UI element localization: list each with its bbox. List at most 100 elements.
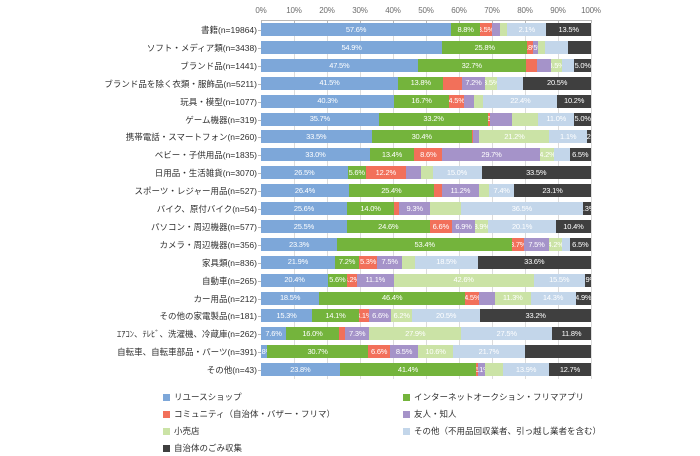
- bar-segment-value-label: 5.6%: [348, 167, 366, 177]
- x-axis-tick-labels: 0% 10% 20% 30% 40% 50% 60% 70% 80% 90% 100%: [255, 6, 601, 20]
- legend-item[interactable]: コミュニティ（自治体・バザー・フリマ）: [163, 407, 335, 421]
- category-label: ベビー・子供用品(n=1835): [154, 150, 257, 161]
- bar-segment-value-label: 33.0%: [305, 150, 326, 160]
- bar-segment: [484, 363, 504, 377]
- bar-segment: 6.2%: [391, 309, 412, 323]
- bar-segment: 3.5%: [480, 23, 492, 36]
- stacked-bar: 40.3% 16.7% 4.5% 22.4% 10.2%: [261, 94, 591, 108]
- bar-segment-value-label: 3.7%: [512, 239, 524, 249]
- legend-label: コミュニティ（自治体・バザー・フリマ）: [174, 408, 335, 419]
- bar-segment-value-label: 23.1%: [542, 185, 563, 195]
- bar-segment-value-label: 11.3%: [502, 293, 523, 303]
- x-axis-tick-mark: [261, 20, 262, 23]
- bar-segment: [537, 58, 552, 72]
- bar-segment: 10.6%: [418, 345, 454, 359]
- chart-row: 家具類(n=836) 21.9% 7.2% 5.3% 7.5% 18.5% 33.6%: [0, 254, 700, 273]
- bar-segment: 5.3%: [359, 255, 378, 269]
- chart-legend: リユースショップ インターネットオークション・フリマアプリコミュニティ（自治体・バ…: [163, 390, 683, 452]
- bar-segment-value-label: 57.6%: [345, 24, 367, 34]
- bar-segment: 7.2%: [334, 255, 360, 269]
- bar-segment-value-label: 10.2%: [563, 96, 585, 106]
- bar-segment: 11.1%: [357, 273, 394, 287]
- bar-segment: 57.6%: [261, 23, 452, 36]
- bar-segment-value-label: 4.2%: [548, 239, 563, 249]
- bar-segment: [473, 94, 484, 108]
- legend-item[interactable]: 友人・知人: [403, 407, 457, 421]
- bar-segment-value-label: 6.6%: [370, 346, 388, 356]
- y-axis-tick-mark: [258, 298, 261, 300]
- bar-segment: 6.6%: [429, 219, 452, 233]
- bar-segment: 4.2%: [540, 148, 555, 162]
- bar-segment-value-label: 12.7%: [559, 364, 581, 374]
- bar-segment: [443, 76, 462, 90]
- legend-item[interactable]: 自治体のごみ収集: [163, 441, 242, 455]
- bar-segment-value-label: 25.6%: [293, 203, 315, 213]
- bar-segment-value-label: 33.2%: [423, 114, 444, 124]
- bar-segment-value-label: 4.9%: [575, 293, 591, 303]
- category-label: カー用品(n=212): [193, 293, 257, 304]
- bar-segment-value-label: 33.2%: [525, 311, 546, 321]
- bar-segment: 6.5%: [569, 237, 591, 251]
- chart-row: 自転車、自転車部品・パーツ(n=391) 1.8% 30.7% 6.6% 8.5% 10.…: [0, 343, 700, 362]
- y-axis-tick-mark: [258, 370, 261, 372]
- y-axis-tick-mark: [258, 155, 261, 157]
- category-label: ソフト・メディア類(n=3438): [146, 42, 257, 53]
- bar-segment-value-label: 1.8%: [261, 346, 267, 356]
- bar-segment-value-label: 12.2%: [375, 167, 396, 177]
- bar-segment-value-label: 13.9%: [515, 364, 537, 374]
- legend-item[interactable]: インターネットオークション・フリマアプリ: [403, 390, 584, 404]
- bar-segment: 16.0%: [286, 327, 339, 341]
- bar-segment: 13.4%: [369, 148, 415, 162]
- chart-row: 書籍(n=19864) 57.6% 8.8% 3.5% 2.1% 13.5%: [0, 21, 700, 40]
- legend-color-swatch: [163, 427, 170, 435]
- x-axis-tick-mark: [459, 20, 460, 23]
- legend-item[interactable]: リユースショップ: [163, 390, 242, 404]
- bar-segment-value-label: 10.6%: [425, 346, 446, 356]
- chart-row: ｴｱｺﾝ、ﾃﾚﾋﾞ、洗濯機、冷蔵庫(n=262) 7.6% 16.0% 7.3% 27.…: [0, 325, 700, 344]
- bar-segment-value-label: 20.5%: [546, 78, 568, 88]
- bar-segment-value-label: 30.4%: [411, 132, 432, 142]
- stacked-bar: 7.6% 16.0% 7.3% 27.9% 27.5% 11.8%: [261, 327, 591, 341]
- bar-segment-value-label: 14.0%: [360, 203, 381, 213]
- x-axis-tick-label: 60%: [451, 6, 467, 15]
- bar-segment: 23.1%: [513, 184, 591, 198]
- bar-segment: 8.6%: [414, 148, 443, 162]
- legend-label: 友人・知人: [414, 408, 457, 419]
- legend-label: その他（不用品回収業者、引っ越し業者を含む）: [414, 425, 602, 436]
- bar-segment-value-label: 9.3%: [406, 203, 424, 213]
- bar-segment: 2.3%: [583, 202, 591, 215]
- bar-segment: 1.5%: [533, 40, 539, 54]
- legend-label: インターネットオークション・フリマアプリ: [414, 391, 585, 402]
- bar-segment: 20.4%: [261, 273, 329, 287]
- bar-segment-value-label: 6.9%: [455, 221, 472, 231]
- bar-segment-value-label: 33.6%: [524, 257, 545, 267]
- chart-row: 自動車(n=265) 20.4% 5.6%3.2% 11.1% 42.6% 15.5% 1.…: [0, 272, 700, 291]
- bar-segment: 0.6%: [488, 112, 491, 126]
- category-label: ブランド品(n=1441): [180, 60, 257, 71]
- y-axis-tick-mark: [258, 65, 261, 67]
- bar-segment: 33.6%: [477, 255, 591, 269]
- bar-segment: 14.0%: [347, 202, 395, 215]
- stacked-bar: 21.9% 7.2% 5.3% 7.5% 18.5% 33.6%: [261, 255, 591, 269]
- bar-segment-value-label: 25.4%: [381, 185, 402, 195]
- bar-segment-value-label: 4.5%: [449, 96, 464, 106]
- bar-segment-value-label: 1.8%: [527, 42, 533, 52]
- bar-segment-value-label: 32.7%: [461, 60, 482, 70]
- bar-segment-value-label: 46.4%: [382, 293, 403, 303]
- bar-segment-value-label: 15.3%: [276, 311, 297, 321]
- chart-row: 携帯電話・スマートフォン(n=260) 33.5% 30.4% 21.2% 1.1% 1.…: [0, 128, 700, 147]
- bar-segment-value-label: 18.5%: [436, 257, 457, 267]
- chart-row: 日用品・生活雑貨(n=3070) 26.5% 5.6% 12.2% 15.0% 33.5%: [0, 164, 700, 183]
- legend-item[interactable]: 小売店: [163, 424, 200, 438]
- legend-item[interactable]: その他（不用品回収業者、引っ越し業者を含む）: [403, 424, 601, 438]
- category-label: バイク、原付バイク(n=54): [156, 204, 257, 214]
- bar-segment: 25.6%: [261, 202, 348, 215]
- bar-segment: [471, 130, 474, 144]
- bar-segment-value-label: 14.3%: [542, 293, 564, 303]
- stacked-bar: 57.6% 8.8% 3.5% 2.1% 13.5%: [261, 23, 591, 36]
- category-label: 日用品・生活雑貨(n=3070): [154, 168, 257, 179]
- y-axis-tick-mark: [258, 47, 261, 49]
- bar-segment: 25.5%: [261, 219, 347, 233]
- bar-segment-value-label: 7.2%: [465, 78, 482, 88]
- bar-segment: 15.5%: [533, 273, 585, 287]
